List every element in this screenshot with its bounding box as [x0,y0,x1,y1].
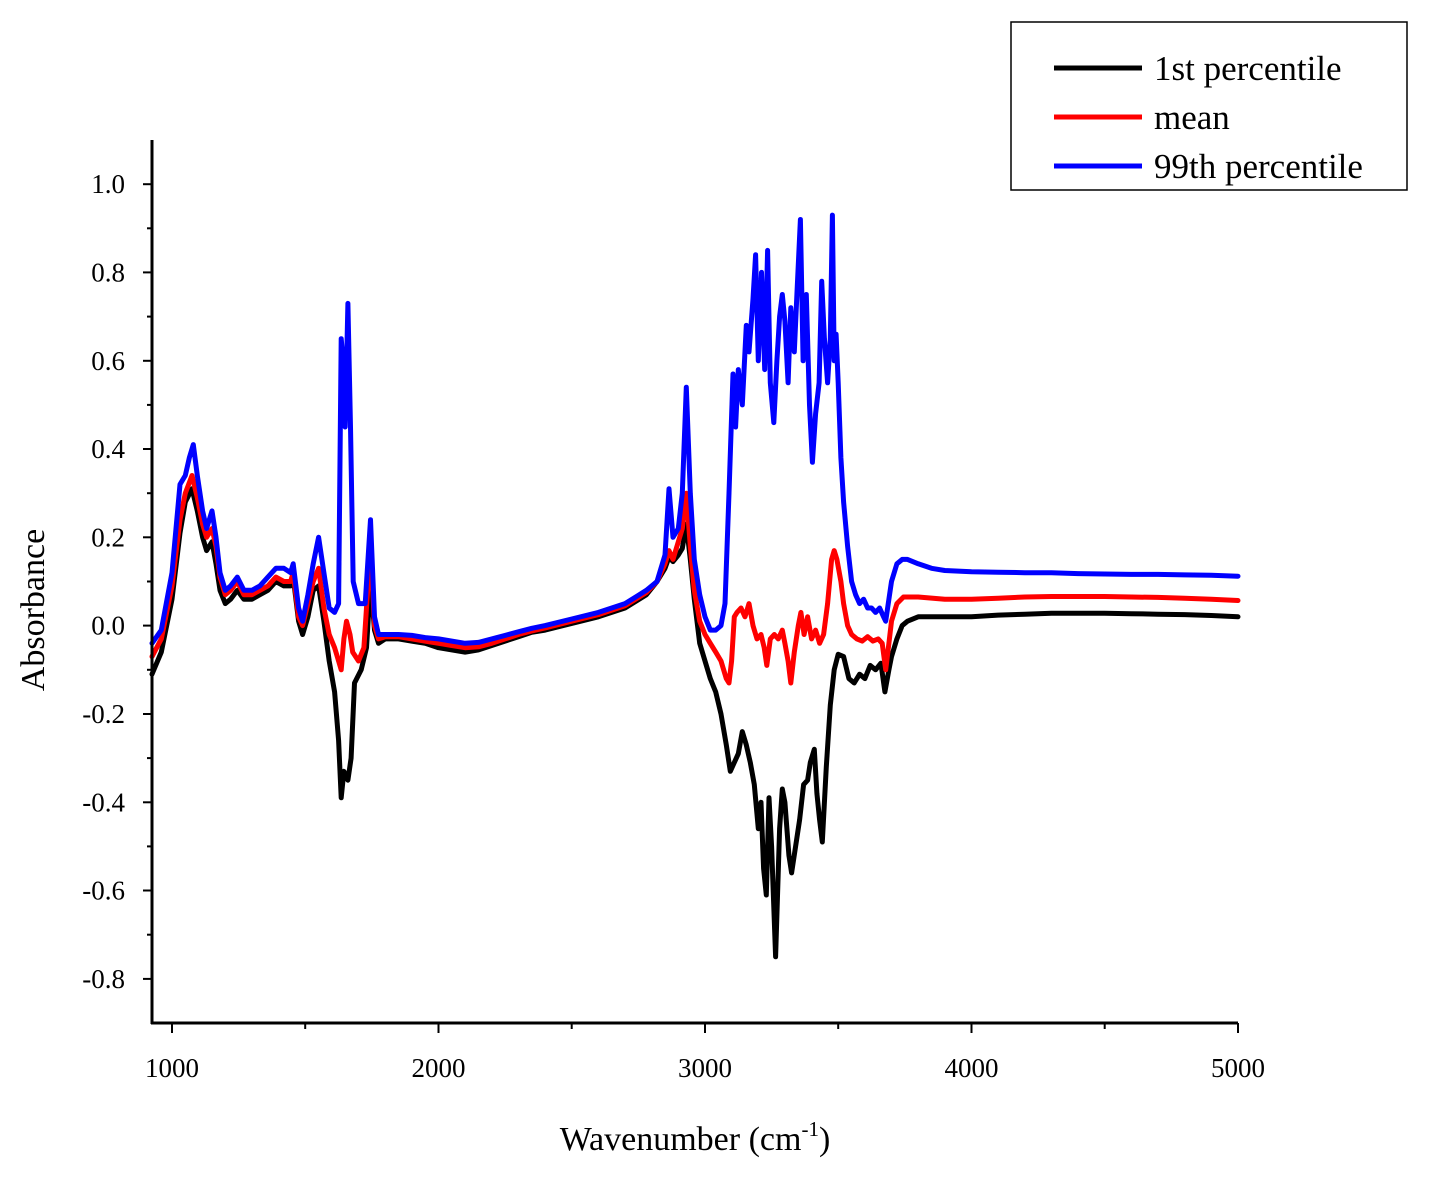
x-axis-title: Wavenumber (cm-1) [560,1117,831,1158]
series-layer [149,212,1241,960]
legend-label-99th-percentile: 99th percentile [1154,147,1363,186]
y-tick-label: -0.4 [82,787,125,817]
legend-label-1st-percentile: 1st percentile [1154,49,1342,88]
x-axis-title-superscript: -1 [801,1117,819,1141]
y-tick-label: 0.8 [91,257,125,287]
x-axis-title-suffix: ) [819,1121,830,1158]
y-tick-label: 1.0 [91,169,125,199]
y-tick-label: 0.4 [91,434,125,464]
y-ticks: -0.8 -0.6 -0.4 -0.2 0.0 0.2 0.4 0.6 0.8 1.0 [82,169,152,994]
x-tick-label: 3000 [678,1053,732,1083]
y-tick-label: -0.2 [82,699,125,729]
y-tick-label: 0.2 [91,522,125,552]
x-tick-label: 5000 [1211,1053,1265,1083]
y-tick-label: -0.8 [82,964,125,994]
y-tick-label: 0.0 [91,611,125,641]
x-axis-title-main: Wavenumber (cm [560,1121,802,1158]
y-tick-label: 0.6 [91,346,125,376]
y-tick-label: -0.6 [82,876,125,906]
x-tick-label: 1000 [145,1053,199,1083]
legend-box [1010,21,1408,191]
x-tick-label: 4000 [945,1053,999,1083]
legend-label-mean: mean [1154,98,1230,137]
plot-area: -0.8 -0.6 -0.4 -0.2 0.0 0.2 0.4 0.6 0.8 1.0 1000 2… [82,140,1265,1083]
legend: 1st percentile mean 99th percentile [1010,21,1408,191]
x-tick-label: 2000 [412,1053,466,1083]
y-axis-title: Absorbance [15,529,52,691]
series-line-99th-percentile [149,212,1241,646]
x-ticks: 1000 2000 3000 4000 5000 [145,1023,1265,1083]
